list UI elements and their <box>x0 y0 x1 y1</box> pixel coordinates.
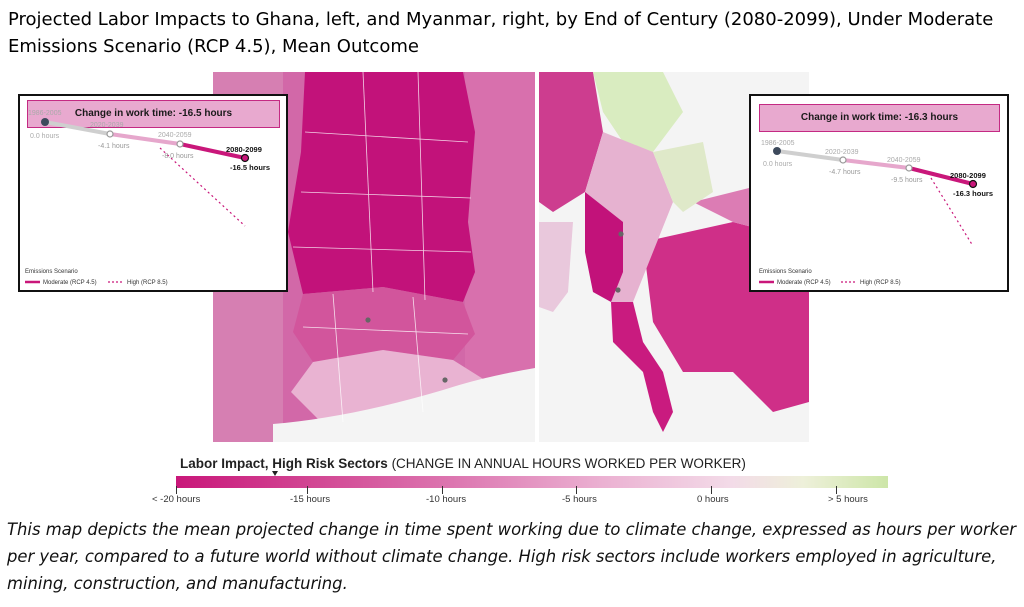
moderate-segment-2 <box>179 142 246 160</box>
scenario-label: Emissions Scenario <box>25 269 78 275</box>
city-pin-kumasi <box>365 317 371 323</box>
scale-label: < -20 hours <box>152 494 201 505</box>
point-1986 <box>41 118 49 126</box>
high-scenario-line <box>930 177 974 247</box>
legend-title: Labor Impact, High Risk Sectors (CHANGE … <box>180 456 746 471</box>
historic-line <box>776 149 844 162</box>
legend-title-rest: (CHANGE IN ANNUAL HOURS WORKED PER WORKE… <box>387 456 746 471</box>
map-area <box>213 72 809 442</box>
period-label-3: 2040-2059 <box>887 157 921 164</box>
value-label-4: -16.3 hours <box>953 189 993 198</box>
rakhine-region <box>539 222 573 312</box>
current-value-marker <box>272 471 278 476</box>
city-pin-accra <box>442 377 448 383</box>
scale-label: -5 hours <box>562 494 597 505</box>
scale-ticks <box>176 486 888 494</box>
scale-label: 0 hours <box>697 494 729 505</box>
period-label-2: 2020-2039 <box>825 149 859 156</box>
myanmar-inset-chart: Change in work time: -16.3 hours 1986-20… <box>749 94 1009 292</box>
tick <box>711 486 712 494</box>
map-panels <box>213 72 809 442</box>
high-scenario-line <box>159 147 246 227</box>
gulf-of-guinea <box>273 368 535 442</box>
legend-moderate-label: Moderate (RCP 4.5) <box>43 280 97 286</box>
point-2020 <box>839 156 847 164</box>
legend-moderate-label: Moderate (RCP 4.5) <box>777 280 831 286</box>
ghana-change-banner: Change in work time: -16.5 hours <box>27 100 280 128</box>
tick <box>176 486 177 494</box>
india-bangladesh-region <box>539 72 603 212</box>
point-2020 <box>106 130 114 138</box>
tick <box>576 486 577 494</box>
point-2080 <box>968 179 978 189</box>
legend-high-label: High (RCP 8.5) <box>127 280 168 286</box>
value-label-2: -4.7 hours <box>829 169 861 176</box>
historic-line <box>44 120 111 136</box>
ghana-inset-chart: Change in work time: -16.5 hours 1986-20… <box>18 94 288 292</box>
point-2040 <box>905 164 913 172</box>
legend-high-label: High (RCP 8.5) <box>860 280 901 286</box>
north-myanmar-green <box>593 72 683 152</box>
value-label-3: -8.0 hours <box>162 153 194 160</box>
tick <box>442 486 443 494</box>
value-label-1: 0.0 hours <box>763 161 793 168</box>
panel-divider <box>535 72 539 442</box>
value-label-4: -16.5 hours <box>230 163 270 172</box>
value-label-2: -4.1 hours <box>98 143 130 150</box>
myanmar-central <box>585 192 623 302</box>
period-label-1: 1986-2005 <box>761 140 795 147</box>
value-label-3: -9.5 hours <box>891 177 923 184</box>
point-1986 <box>773 147 781 155</box>
moderate-segment-2 <box>908 166 974 186</box>
moderate-segment-1 <box>109 132 181 146</box>
scale-label: -15 hours <box>290 494 331 505</box>
period-label-1: 1986-2005 <box>28 110 62 117</box>
shan-green <box>653 142 713 212</box>
map-caption: This map depicts the mean projected chan… <box>7 520 1017 593</box>
tick <box>307 486 308 494</box>
point-2080 <box>240 153 250 163</box>
legend-title-bold: Labor Impact, High Risk Sectors <box>180 456 388 471</box>
period-label-2: 2020-2039 <box>90 122 124 129</box>
myanmar-south <box>611 302 673 432</box>
ghana-middle <box>293 287 475 362</box>
scale-label: > 5 hours <box>828 494 868 505</box>
myanmar-change-banner: Change in work time: -16.3 hours <box>759 104 1000 132</box>
period-label-4: 2080-2099 <box>226 145 262 154</box>
color-scale-bar <box>176 476 888 488</box>
myanmar-timeline-chart: 1986-2005 0.0 hours 2020-2039 -4.7 hours… <box>759 140 993 286</box>
city-pin-yangon <box>615 287 621 293</box>
tick <box>836 486 837 494</box>
city-pin-naypyidaw <box>618 231 624 237</box>
point-2040 <box>176 140 184 148</box>
ghana-north <box>288 72 475 302</box>
moderate-segment-1 <box>842 158 910 170</box>
period-label-3: 2040-2059 <box>158 132 192 139</box>
page-title: Projected Labor Impacts to Ghana, left, … <box>8 9 994 57</box>
value-label-1: 0.0 hours <box>30 133 60 140</box>
ghana-timeline-chart: 1986-2005 0.0 hours 2020-2039 -4.1 hours… <box>25 110 270 286</box>
period-label-4: 2080-2099 <box>950 171 986 180</box>
scale-label: -10 hours <box>426 494 467 505</box>
scenario-label: Emissions Scenario <box>759 269 812 275</box>
